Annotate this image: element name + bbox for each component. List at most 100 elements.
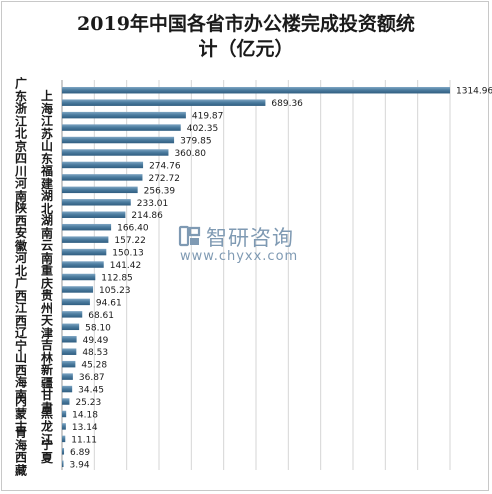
category-label: 辽宁 bbox=[15, 326, 28, 353]
bar-湖北 bbox=[62, 199, 131, 206]
bar-江西 bbox=[62, 311, 83, 318]
bar-河南 bbox=[62, 186, 138, 194]
data-label: 379.85 bbox=[180, 137, 212, 147]
bar-宁夏 bbox=[62, 448, 65, 455]
data-label: 419.87 bbox=[192, 112, 224, 122]
data-label: 214.86 bbox=[131, 211, 163, 221]
category-label: 广西 bbox=[15, 275, 27, 303]
bar-浙江 bbox=[62, 111, 186, 119]
category-label: 江西 bbox=[15, 300, 27, 328]
bar-湖南 bbox=[62, 223, 112, 231]
category-label: 甘肃 bbox=[41, 387, 53, 415]
data-label: 13.14 bbox=[72, 423, 98, 433]
chart-title-line-1: 2019年中国各省市办公楼完成投资额统 bbox=[77, 13, 415, 35]
data-label: 36.87 bbox=[79, 373, 105, 383]
watermark-name: 智研咨询 bbox=[206, 226, 294, 250]
bar-四川 bbox=[62, 161, 144, 169]
category-label: 山东 bbox=[41, 138, 53, 166]
bar-甘肃 bbox=[62, 398, 70, 405]
bar-广西 bbox=[62, 286, 94, 293]
bar-吉林 bbox=[62, 348, 77, 355]
data-label: 1314.96 bbox=[456, 87, 492, 97]
data-label: 68.61 bbox=[88, 311, 114, 321]
bar-内蒙古 bbox=[62, 410, 67, 418]
data-label: 14.18 bbox=[72, 410, 98, 420]
zhiyan-logo-icon bbox=[178, 225, 201, 247]
category-label: 安徽 bbox=[14, 225, 28, 253]
category-label: 云南 bbox=[41, 239, 53, 266]
bar-天津 bbox=[62, 323, 80, 331]
category-label: 海南 bbox=[15, 375, 27, 403]
category-label: 上海 bbox=[41, 88, 53, 116]
data-label: 34.45 bbox=[78, 386, 104, 396]
bar-辽宁 bbox=[62, 336, 77, 343]
category-label: 广东 bbox=[15, 76, 27, 104]
data-label: 360.80 bbox=[174, 149, 206, 159]
chart-title: 2019年中国各省市办公楼完成投资额统 计（亿元） bbox=[0, 12, 492, 62]
data-label: 141.42 bbox=[110, 261, 142, 271]
category-label: 河南 bbox=[14, 175, 27, 203]
data-label: 689.36 bbox=[271, 99, 303, 109]
bar-新疆 bbox=[62, 373, 73, 380]
category-label: 陕西 bbox=[15, 200, 27, 228]
watermark-url: www.chyxx.com bbox=[180, 249, 299, 264]
category-label: 吉林 bbox=[41, 337, 53, 365]
data-label: 166.40 bbox=[117, 224, 149, 234]
bar-云南 bbox=[62, 248, 107, 256]
data-label: 45.28 bbox=[81, 361, 107, 371]
data-label: 256.39 bbox=[144, 186, 176, 196]
category-label: 山西 bbox=[15, 350, 27, 378]
bar-海南 bbox=[62, 385, 73, 393]
bar-山东 bbox=[62, 149, 169, 156]
bar-青海 bbox=[62, 435, 66, 443]
category-label: 江苏 bbox=[41, 113, 53, 141]
watermark: 智研咨询 www.chyxx.com bbox=[172, 222, 322, 272]
category-label: 河北 bbox=[14, 250, 27, 278]
category-label: 重庆 bbox=[40, 263, 53, 291]
data-label: 6.89 bbox=[70, 448, 90, 458]
category-label: 四川 bbox=[14, 151, 27, 178]
bar-江苏 bbox=[62, 124, 181, 131]
bar-上海 bbox=[62, 99, 266, 106]
bar-陕西 bbox=[62, 211, 126, 218]
category-label: 湖南 bbox=[41, 213, 53, 241]
category-label: 浙江 bbox=[15, 101, 27, 129]
category-label: 宁夏 bbox=[41, 437, 54, 465]
bar-重庆 bbox=[62, 273, 96, 281]
data-label: 49.49 bbox=[83, 336, 109, 346]
bar-北京 bbox=[62, 136, 175, 144]
category-label: 内蒙古 bbox=[15, 393, 27, 434]
data-label: 402.35 bbox=[187, 124, 219, 134]
data-label: 150.13 bbox=[112, 249, 144, 259]
category-label: 北京 bbox=[15, 126, 27, 154]
bar-山西 bbox=[62, 360, 76, 368]
bar-福建 bbox=[62, 174, 143, 181]
data-label: 11.11 bbox=[71, 435, 97, 445]
category-label: 天津 bbox=[41, 313, 54, 340]
bar-安徽 bbox=[62, 236, 109, 243]
data-label: 112.85 bbox=[101, 274, 133, 284]
category-label: 湖北 bbox=[41, 188, 53, 216]
data-label: 94.61 bbox=[96, 298, 122, 308]
bar-贵州 bbox=[62, 298, 90, 306]
data-label: 58.10 bbox=[85, 323, 111, 333]
data-label: 274.76 bbox=[149, 161, 181, 171]
category-label: 贵州 bbox=[40, 287, 53, 315]
data-label: 272.72 bbox=[148, 174, 180, 184]
category-label: 西藏 bbox=[15, 450, 27, 477]
category-label: 黑龙江 bbox=[41, 406, 53, 446]
data-label: 157.22 bbox=[114, 236, 146, 246]
bar-西藏 bbox=[62, 460, 64, 468]
bar-广东 bbox=[62, 86, 450, 94]
data-label: 25.23 bbox=[75, 398, 101, 408]
data-label: 105.23 bbox=[99, 286, 131, 296]
data-label: 48.53 bbox=[82, 348, 108, 358]
category-label: 福建 bbox=[40, 163, 54, 191]
category-label: 青海 bbox=[15, 424, 27, 452]
category-label: 新疆 bbox=[41, 362, 53, 390]
data-label: 3.94 bbox=[70, 460, 90, 470]
data-label: 233.01 bbox=[137, 199, 169, 209]
bar-黑龙江 bbox=[62, 423, 66, 430]
